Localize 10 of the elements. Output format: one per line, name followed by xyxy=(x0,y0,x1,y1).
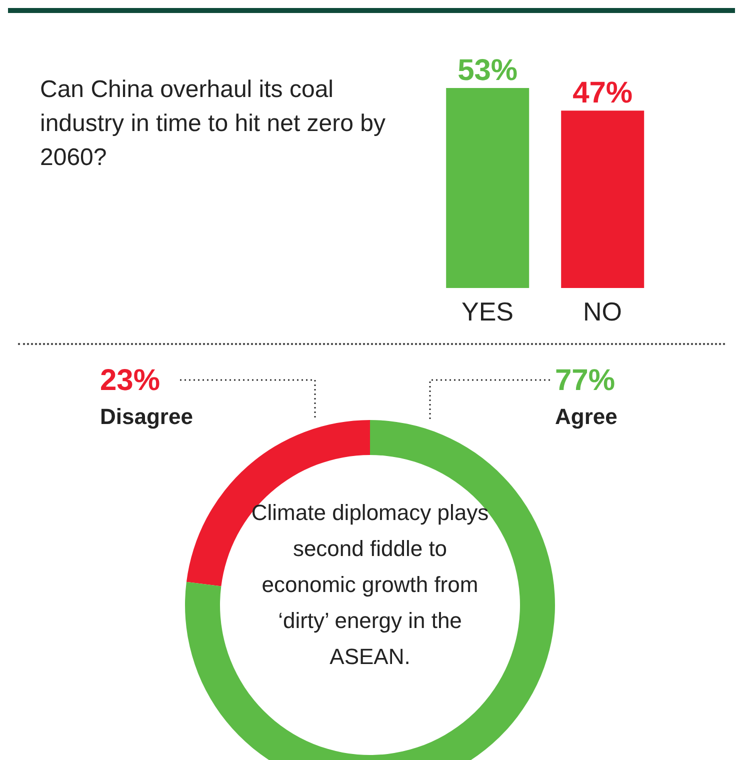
x-tick-label: YES xyxy=(461,296,514,326)
text: Climate diplomacy plays second fiddle to economic growth from ‘dirty’ energy in the ASEAN. xyxy=(250,499,490,671)
text: Can China overhaul its coal industry in time to hit net zero by 2060? xyxy=(39,75,386,173)
data-label: 47% xyxy=(572,76,633,110)
slice-label: Agree xyxy=(555,404,618,429)
x-tick-label: NO xyxy=(583,296,622,326)
data-label: 77% xyxy=(555,364,616,397)
data-label: 53% xyxy=(458,54,518,87)
data-label: 23% xyxy=(100,364,160,397)
slice-label: Disagree xyxy=(100,404,193,429)
